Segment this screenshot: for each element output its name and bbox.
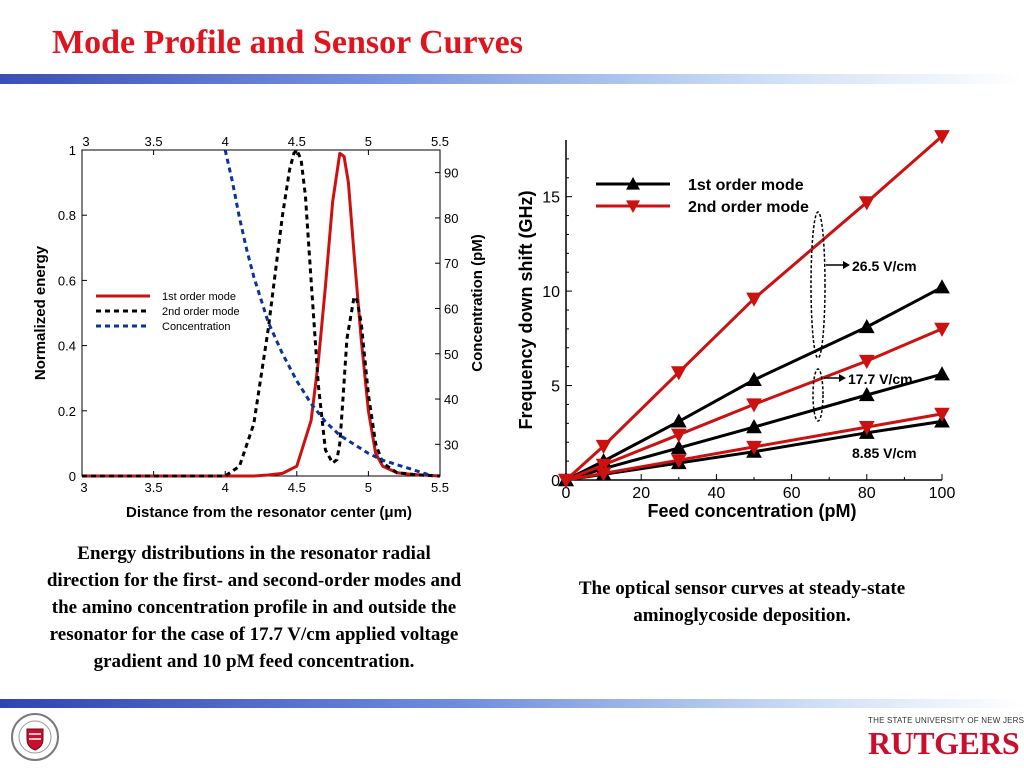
plot2-point-2nd-order-265: [858, 196, 875, 211]
plot2-legend-marker: [626, 177, 640, 190]
plot1-xtick-label-top: 5.5: [431, 134, 449, 149]
plot2-point-2nd-order-177: [670, 428, 687, 443]
plot2-annotation-17-7: 17.7 V/cm: [848, 371, 913, 387]
plot2-xtick-label: 0: [562, 485, 571, 502]
plot1-y2tick-label: 60: [444, 301, 458, 316]
plot1-y2tick-label: 50: [444, 347, 458, 362]
plot2-xtick-label: 80: [858, 485, 876, 502]
plot2-point-2nd-order-885: [595, 467, 612, 482]
caption-sensor-curves: The optical sensor curves at steady-stat…: [578, 578, 906, 626]
header-divider-bar: [0, 74, 1024, 84]
plot2-group-ellipse-26-5: [810, 211, 826, 359]
footer-divider-bar: [0, 699, 1024, 708]
plot2-xtick-label: 40: [708, 485, 726, 502]
logo-wordmark: RUTGERS: [868, 725, 1020, 761]
plot2-point-2nd-order-885: [746, 440, 762, 455]
plot2-point-2nd-order-265: [670, 366, 687, 381]
plot1-xtick-label-top: 3.5: [145, 134, 163, 149]
rutgers-logo: THE STATE UNIVERSITY OF NEW JERSEY RUTGE…: [868, 716, 1024, 764]
plot2-arrowhead-26-5: [843, 261, 850, 269]
plot2-legend-label: 2nd order mode: [688, 199, 809, 216]
plot2-series-2nd-order-265: [564, 135, 943, 482]
plot2-point-1st-order-265: [934, 279, 950, 294]
plot2-xtick-label: 20: [632, 485, 650, 502]
plot2-point-1st-order-265: [670, 413, 687, 428]
plot1-series-2nd-order-mode: [82, 148, 441, 478]
plot2-point-2nd-order-885: [558, 473, 574, 489]
plot1-legend-concentration-label: Concentration: [162, 321, 231, 333]
logo-tagline: THE STATE UNIVERSITY OF NEW JERSEY: [868, 716, 1024, 725]
plot2-series-1st-order-265: [565, 285, 943, 482]
plot2-series-1st-order-177: [565, 372, 943, 482]
plot2-point-2nd-order-265: [934, 130, 950, 145]
plot1-ytick-label: 0: [69, 469, 76, 484]
plot2-point-2nd-order-177: [934, 322, 950, 337]
plot2-point-2nd-order-265: [746, 292, 762, 307]
plot1-ytick-label: 1: [69, 143, 76, 158]
plot2-point-2nd-order-885: [858, 421, 875, 436]
plot1-legend-1st-order-mode-label: 1st order mode: [162, 291, 236, 303]
plot2-point-2nd-order-177: [858, 354, 875, 370]
plot2-legend-label: 1st order mode: [688, 177, 804, 194]
plot2-point-1st-order-177: [670, 439, 687, 454]
plot2-point-2nd-order-265: [595, 439, 612, 455]
plot1-ytick-label: 0.6: [58, 273, 76, 288]
plot2-point-2nd-order-177: [746, 398, 762, 413]
plot1-xtick-label-bottom: 5: [365, 480, 372, 495]
plot2-ytick-label: 5: [551, 379, 560, 396]
plot2-xlabel: Feed concentration (pM): [647, 501, 856, 521]
plot2-point-1st-order-177: [934, 366, 950, 381]
plot1-series-concentration: [223, 149, 434, 478]
plot1-xtick-label-bottom: 5.5: [431, 480, 449, 495]
plot1-frame: [81, 149, 441, 477]
plot2-point-2nd-order-885: [670, 454, 687, 469]
plot2-point-1st-order-177: [858, 386, 875, 402]
rutgers-engineering-seal-icon: [11, 713, 59, 761]
plot1-ylabel: Normalized energy: [32, 245, 49, 380]
plot2-ytick-label: 15: [542, 190, 560, 207]
plot2-arrowhead-17-7: [839, 374, 846, 382]
plot2-point-1st-order-265: [858, 318, 875, 334]
plot2-xtick-label: 100: [929, 485, 956, 502]
plot1-y2tick-label: 40: [444, 392, 458, 407]
caption-mode-profile: Energy distributions in the resonator ra…: [46, 543, 462, 672]
plot1-ytick-label: 0.8: [58, 208, 76, 223]
plot2-ytick-label: 10: [542, 284, 560, 301]
plot1-xtick-label-bottom: 4.5: [288, 480, 306, 495]
plot1-ytick-label: 0.4: [58, 339, 76, 354]
plot1-ytick-label: 0.2: [58, 404, 76, 419]
plot2-ytick-label: 0: [551, 473, 560, 490]
plot1-xtick-label-bottom: 3: [80, 480, 87, 495]
plot1-series-1st-order-mode: [82, 151, 441, 478]
plot1-y2tick-label: 80: [444, 211, 458, 226]
plot2-point-2nd-order-885: [934, 407, 950, 422]
plot1-y2tick-label: 90: [444, 166, 458, 181]
plot1-xtick-label-top: 4.5: [288, 134, 306, 149]
plot1-legend-2nd-order-mode-label: 2nd order mode: [162, 306, 240, 318]
plot2-series-2nd-order-885: [565, 412, 943, 482]
plot2-annotation-26-5: 26.5 V/cm: [852, 258, 917, 274]
plot1-xtick-label-top: 4: [222, 134, 229, 149]
plot2-ylabel: Frequency down shift (GHz): [516, 190, 536, 429]
plot2-point-1st-order-265: [746, 371, 762, 386]
plot1-xlabel: Distance from the resonator center (μm): [126, 504, 412, 521]
plot2-group-ellipse-17-7: [812, 368, 824, 422]
plot1-y2tick-label: 70: [444, 256, 458, 271]
plot1-xtick-label-bottom: 4: [222, 480, 229, 495]
plot1-y2tick-label: 30: [444, 437, 458, 452]
plot2-point-1st-order-177: [746, 419, 762, 434]
plot2-annotation-8-85: 8.85 V/cm: [852, 445, 917, 461]
plot2-legend-marker: [626, 200, 640, 213]
plot1-xtick-label-top: 5: [365, 134, 372, 149]
plot1-xtick-label-top: 3: [82, 134, 89, 149]
plot2-xtick-label: 60: [783, 485, 801, 502]
slide-title: Mode Profile and Sensor Curves: [52, 24, 523, 61]
plot1-y2label: Concentration (pM): [469, 234, 486, 371]
plot1-xtick-label-bottom: 3.5: [145, 480, 163, 495]
plot2-point-2nd-order-177: [595, 458, 612, 473]
